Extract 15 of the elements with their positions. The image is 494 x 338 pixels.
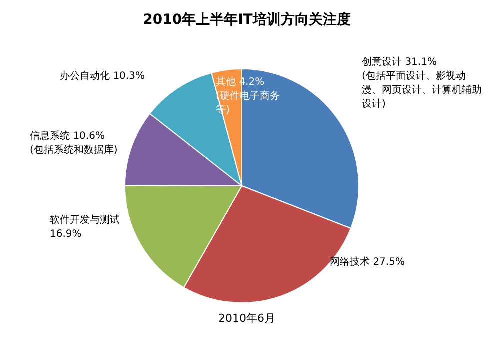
data-label: 31.1% (405, 57, 437, 68)
text: (包括平面设计、影视动漫、网页设计、计算机辅助设计) (362, 70, 483, 112)
data-label: 27.5% (373, 257, 405, 268)
slice-label: 软件开发与测试 (50, 215, 120, 226)
chart-title: 2010年上半年IT培训方向关注度 (142, 10, 352, 30)
slice-label: 创意设计 (362, 57, 402, 68)
data-label: 10.6% (73, 131, 105, 142)
data-label: 16.9% (50, 229, 82, 240)
slice-label: 信息系统 (30, 131, 70, 142)
data-label: 10.3% (113, 71, 145, 82)
text: (包括系统和数据库) (30, 144, 119, 158)
slice-label: 办公自动化 (60, 71, 110, 82)
slice-label: 其他 (216, 77, 236, 88)
text: 2010年6月 (218, 312, 276, 326)
slice-label: 网络技术 (330, 257, 370, 268)
